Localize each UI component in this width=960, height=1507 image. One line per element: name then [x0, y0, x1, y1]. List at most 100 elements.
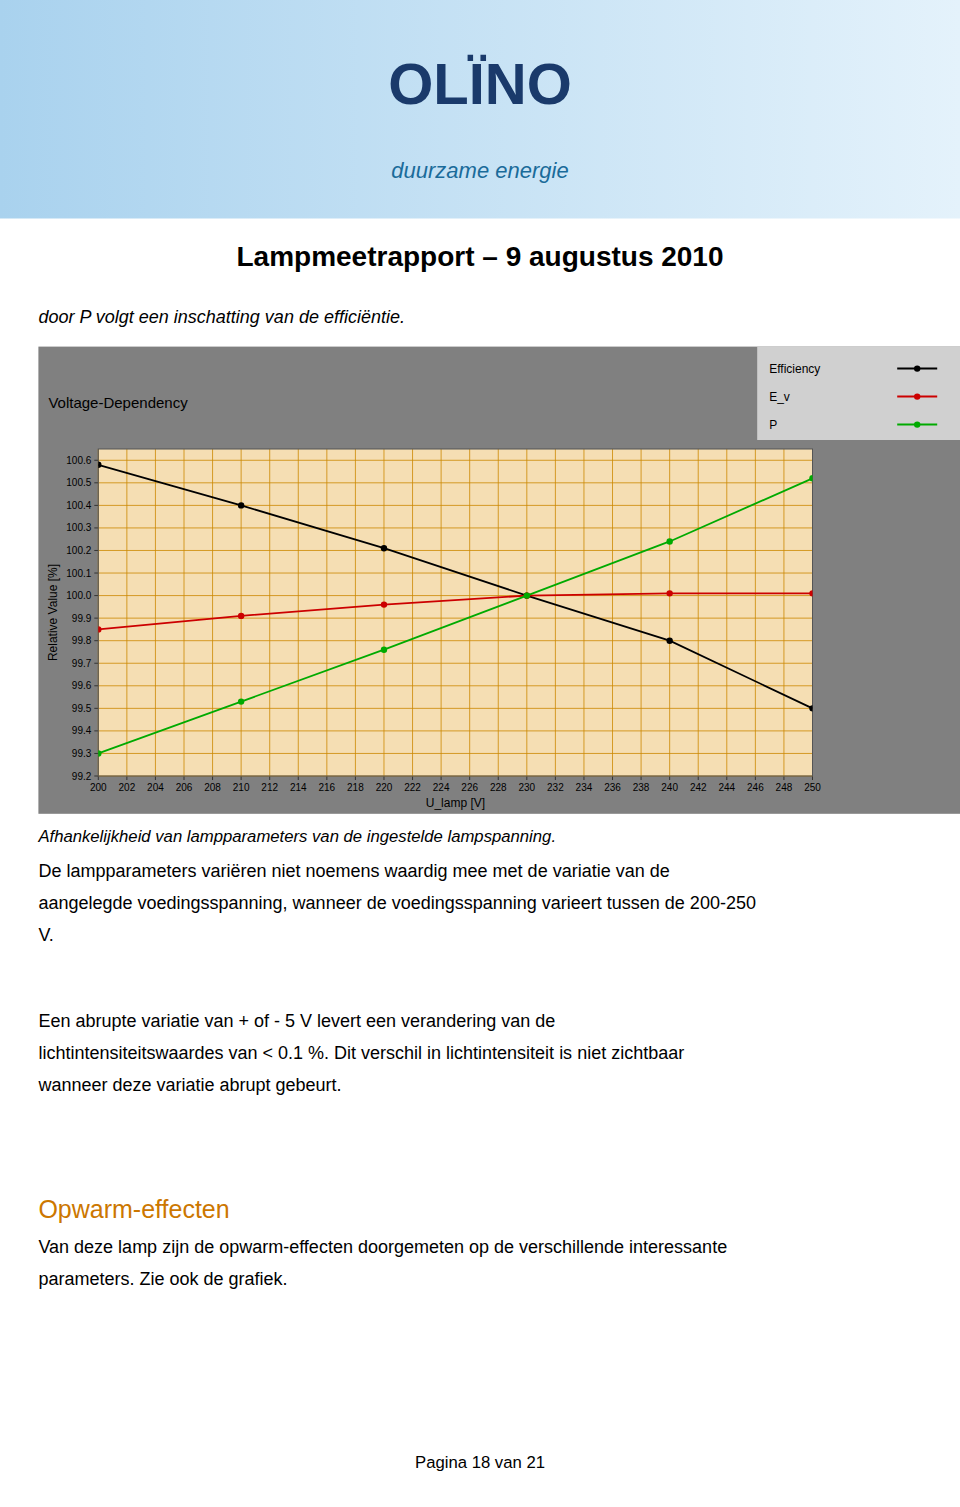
logo: OLÏNO: [388, 51, 572, 116]
x-tick-label: 214: [290, 782, 307, 793]
tick: [184, 776, 185, 780]
x-tick-label: 232: [547, 782, 564, 793]
grid-line: [726, 449, 727, 776]
x-tick-label: 240: [661, 782, 678, 793]
intro-text: door P volgt een inschatting van de effi…: [38, 307, 405, 327]
grid-line: [98, 685, 812, 686]
grid-line: [126, 449, 127, 776]
grid-line: [98, 550, 812, 551]
text-line: Een abrupte variatie van + of - 5 V leve…: [38, 1011, 555, 1031]
x-tick-label: 238: [633, 782, 650, 793]
tick: [612, 776, 613, 780]
tick: [441, 776, 442, 780]
grid-line: [555, 449, 556, 776]
tick: [94, 640, 98, 641]
x-tick-label: 202: [119, 782, 136, 793]
point: [666, 538, 672, 544]
point: [809, 705, 812, 711]
tick: [94, 482, 98, 483]
point: [381, 601, 387, 607]
legend-label: Efficiency: [769, 362, 820, 376]
plot-frame: [98, 449, 812, 776]
tick: [355, 776, 356, 780]
tick: [94, 730, 98, 731]
point: [381, 647, 387, 653]
point: [809, 475, 812, 481]
series-line: [98, 478, 812, 753]
tick: [555, 776, 556, 780]
y-tick-label: 99.7: [72, 658, 92, 669]
series-line: [98, 465, 812, 709]
x-tick-label: 226: [461, 782, 478, 793]
legend-marker: [914, 393, 920, 399]
y-tick-label: 99.2: [72, 771, 92, 782]
text-line: parameters. Zie ook de grafiek.: [38, 1269, 287, 1289]
legend-marker: [914, 421, 920, 427]
x-tick-label: 234: [576, 782, 593, 793]
x-tick-label: 204: [147, 782, 164, 793]
chart-title: Voltage-Dependency: [48, 394, 188, 411]
tick: [469, 776, 470, 780]
text-line: Van deze lamp zijn de opwarm-effecten do…: [38, 1237, 727, 1257]
logo-subtitle: duurzame energie: [391, 158, 568, 183]
x-tick-label: 200: [90, 782, 107, 793]
legend-label: E_v: [769, 390, 790, 404]
tick: [94, 527, 98, 528]
point: [98, 462, 101, 468]
grid-line: [641, 449, 642, 776]
y-tick-label: 100.5: [66, 477, 91, 488]
point: [381, 545, 387, 551]
x-tick-label: 230: [518, 782, 535, 793]
x-tick-label: 208: [204, 782, 221, 793]
text-line: lichtintensiteitswaardes van < 0.1 %. Di…: [38, 1043, 684, 1063]
point: [524, 592, 530, 598]
point: [238, 613, 244, 619]
legend-marker: [914, 365, 920, 371]
x-tick-label: 212: [261, 782, 278, 793]
grid-line: [469, 449, 470, 776]
x-tick-label: 228: [490, 782, 507, 793]
tick: [98, 776, 99, 780]
x-tick-label: 246: [747, 782, 764, 793]
y-tick-label: 100.4: [66, 500, 91, 511]
tick: [583, 776, 584, 780]
plot-bg: [98, 449, 812, 776]
tick: [383, 776, 384, 780]
point: [524, 592, 530, 598]
point: [666, 590, 672, 596]
tick: [783, 776, 784, 780]
page-title: Lampmeetrapport – 9 augustus 2010: [236, 241, 723, 272]
footer: Pagina 18 van 21: [415, 1453, 545, 1472]
tick: [698, 776, 699, 780]
point: [809, 590, 812, 596]
tick: [94, 505, 98, 506]
chart-bg: [38, 347, 960, 814]
grid-line: [98, 640, 812, 641]
grid-line: [98, 753, 812, 754]
legend-bg: [757, 347, 960, 440]
x-tick-label: 236: [604, 782, 621, 793]
grid-line: [783, 449, 784, 776]
grid-line: [155, 449, 156, 776]
tick: [94, 595, 98, 596]
x-tick-label: 248: [776, 782, 793, 793]
grid-line: [755, 449, 756, 776]
y-tick-label: 100.2: [66, 545, 91, 556]
y-tick-label: 99.8: [72, 635, 92, 646]
tick: [126, 776, 127, 780]
grid-line: [298, 449, 299, 776]
y-tick-label: 99.9: [72, 613, 92, 624]
point: [238, 698, 244, 704]
x-tick-label: 218: [347, 782, 364, 793]
x-tick-label: 206: [176, 782, 193, 793]
grid-line: [98, 595, 812, 596]
grid-line: [612, 449, 613, 776]
grid-line: [98, 663, 812, 664]
tick: [755, 776, 756, 780]
x-tick-label: 242: [690, 782, 707, 793]
text-line: V.: [38, 925, 53, 945]
tick: [94, 663, 98, 664]
grid-line: [326, 449, 327, 776]
y-tick-label: 100.0: [66, 590, 91, 601]
tick: [94, 753, 98, 754]
